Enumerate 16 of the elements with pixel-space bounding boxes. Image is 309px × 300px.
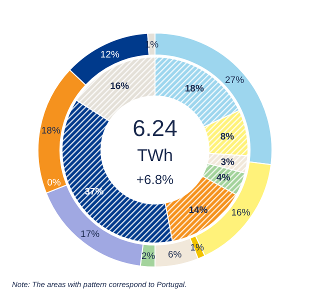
data-label: 16% <box>231 208 251 219</box>
data-label: 8% <box>220 132 235 143</box>
data-label: 18% <box>184 83 204 94</box>
data-label: 16% <box>110 80 130 92</box>
text: +6.8% <box>136 172 174 187</box>
data-label: 27% <box>225 75 245 86</box>
text: 6.24 <box>132 115 178 141</box>
data-label: 18% <box>41 125 61 136</box>
data-label: 3% <box>220 156 236 168</box>
text: 0% <box>47 177 61 188</box>
data-label: 17% <box>80 229 100 240</box>
data-label: 1% <box>190 242 205 254</box>
text: TWh <box>137 146 173 165</box>
data-label: 12% <box>100 49 120 60</box>
data-label: 4% <box>216 172 231 184</box>
data-label: 6% <box>168 249 182 260</box>
